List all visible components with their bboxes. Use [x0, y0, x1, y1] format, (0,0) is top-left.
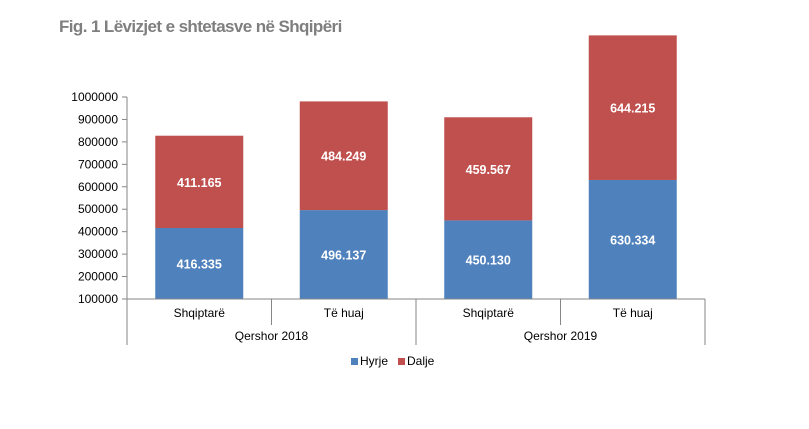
- bar-segment-hyrje: [299, 210, 388, 299]
- chart-title: Fig. 1 Lëvizjet e shtetasve në Shqipëri: [59, 17, 342, 36]
- y-tick-label: 100000: [78, 292, 118, 306]
- data-label: 484.249: [321, 150, 366, 164]
- data-label: 644.215: [610, 102, 655, 116]
- data-label: 450.130: [466, 254, 511, 268]
- x-category-label: Të huaj: [613, 306, 653, 320]
- bar-segment-hyrje: [444, 220, 533, 299]
- data-label: 496.137: [321, 249, 366, 263]
- y-tick-label: 700000: [78, 157, 118, 171]
- y-tick-label: 900000: [78, 112, 118, 126]
- legend-label: Dalje: [407, 354, 435, 368]
- data-label: 411.165: [177, 176, 222, 190]
- x-category-label: Të huaj: [324, 306, 364, 320]
- data-label: 459.567: [466, 163, 511, 177]
- x-category-label: Shqiptarë: [174, 306, 226, 320]
- y-tick-label: 500000: [78, 202, 118, 216]
- legend-label: Hyrje: [360, 354, 388, 368]
- x-group-label: Qershor 2018: [235, 329, 309, 343]
- bar-segment-dalje: [299, 101, 388, 211]
- bar-segment-dalje: [444, 117, 533, 221]
- y-tick-label: 300000: [78, 247, 118, 261]
- data-label: 416.335: [177, 258, 222, 272]
- y-tick-label: 800000: [78, 135, 118, 149]
- legend-swatch-hyrje: [351, 358, 358, 365]
- bar-segment-hyrje: [588, 179, 677, 299]
- bar-segment-dalje: [588, 35, 677, 180]
- y-tick-label: 600000: [78, 180, 118, 194]
- bar-segment-hyrje: [155, 228, 244, 299]
- y-tick-label: 1000000: [71, 90, 118, 104]
- x-group-label: Qershor 2019: [524, 329, 598, 343]
- y-tick-label: 400000: [78, 225, 118, 239]
- bar-segment-dalje: [155, 135, 244, 229]
- x-category-label: Shqiptarë: [463, 306, 515, 320]
- y-tick-label: 200000: [78, 270, 118, 284]
- legend-swatch-dalje: [398, 358, 405, 365]
- data-label: 630.334: [610, 233, 655, 247]
